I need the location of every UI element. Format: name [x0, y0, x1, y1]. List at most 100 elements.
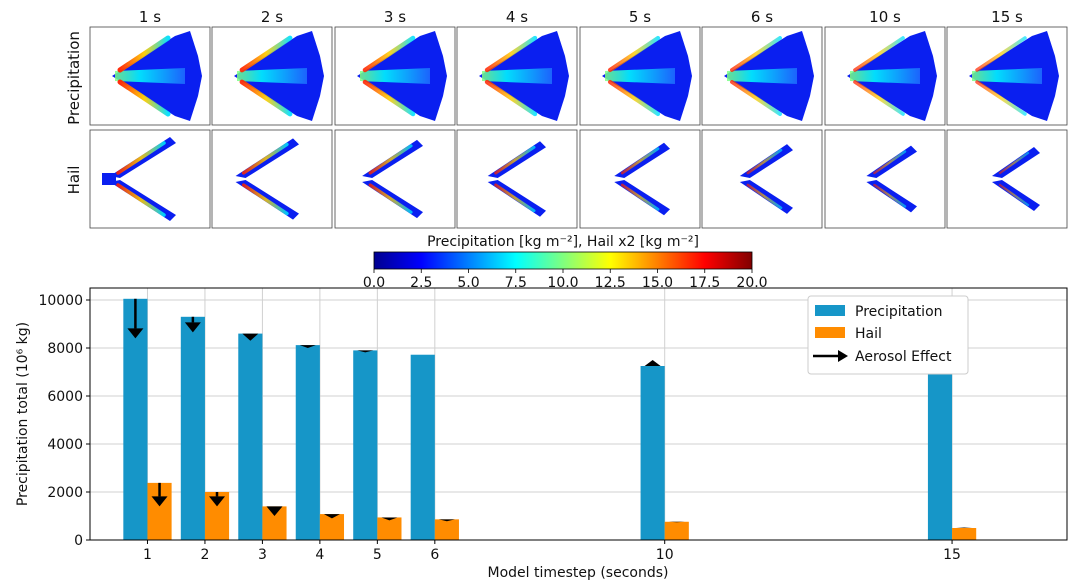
precip-band-upper [975, 36, 1027, 72]
precip-band-lower [730, 80, 782, 116]
hail-bar-5 [377, 517, 402, 540]
legend-swatch-hail [815, 327, 845, 338]
bar-chart: 0 2000 4000 6000 8000 10000 1 2 3 4 5 6 10 15 Model … [15, 287, 1068, 581]
hail-panel-2 [211, 129, 333, 229]
y-tick-label: 2000 [47, 485, 83, 501]
precip-panel-2 [211, 26, 333, 126]
arrow-head [381, 517, 398, 521]
precip-core [850, 68, 920, 84]
arrow-head [266, 506, 283, 516]
colorbar-tick-label: 2.5 [410, 275, 432, 291]
chart-bars [123, 298, 977, 540]
panel-title-3: 3 s [384, 8, 406, 26]
precip-core [482, 68, 552, 84]
hail-panel-6 [701, 129, 823, 229]
panel-frame [211, 129, 333, 229]
hail-band-upper [998, 151, 1030, 175]
precip-band-upper [117, 35, 171, 73]
precip-band-upper [239, 35, 293, 73]
panel-title-2: 2 s [261, 8, 283, 26]
precipitation-bar-5 [353, 350, 378, 540]
panel-title-4: 4 s [506, 8, 528, 26]
panel-frame [701, 129, 823, 229]
legend-box [807, 295, 969, 375]
precip-core [972, 68, 1042, 84]
snapshot-panels: 1 s 2 s 3 s 4 s 5 s 6 s 10 s 15 s [89, 8, 1068, 229]
arrow-head [209, 496, 226, 507]
hail-band-upper [116, 141, 166, 175]
arrow-head [184, 322, 201, 333]
precip-band-upper [730, 36, 782, 72]
panel-title-1: 1 s [139, 8, 161, 26]
precip-panel-3 [334, 26, 456, 126]
precip-panel-5 [579, 26, 701, 126]
precip-band-lower [975, 80, 1027, 116]
plot-frame [89, 287, 1068, 541]
hail-panel-8 [946, 129, 1068, 229]
panel-frame [579, 129, 701, 229]
hail-band-lower [620, 183, 660, 211]
arrow-head [644, 360, 661, 366]
precip-band-lower [362, 79, 416, 117]
precipitation-bar-3 [238, 333, 263, 540]
precip-core [115, 68, 185, 84]
panel-title-6: 6 s [751, 8, 773, 26]
row-label-hail: Hail [65, 166, 83, 195]
legend-arrow-head-icon [838, 350, 848, 362]
hail-bar-15 [952, 528, 977, 540]
panel-frame [456, 129, 578, 229]
precipitation-aerosol-arrow-1 [127, 298, 144, 339]
y-tick-label: 8000 [47, 341, 83, 357]
precip-band-lower [484, 79, 538, 117]
hail-band-lower [241, 183, 289, 216]
y-tick-label: 6000 [47, 389, 83, 405]
hail-aerosol-arrow-4 [323, 514, 340, 519]
colorbar-tick-label: 5.0 [457, 275, 479, 291]
hail-aerosol-arrow-1 [151, 482, 168, 507]
precip-band-lower [117, 79, 171, 117]
precip-panel-6 [701, 26, 823, 126]
precip-band-upper [607, 35, 661, 73]
colorbar: Precipitation [kg m⁻²], Hail x2 [kg m⁻²]… [363, 234, 768, 291]
colorbar-tick-label: 20.0 [736, 275, 767, 291]
precipitation-aerosol-arrow-2 [184, 316, 201, 333]
hail-band-lower [873, 183, 907, 208]
arrow-head [323, 514, 340, 519]
precip-band-lower [607, 79, 661, 117]
panel-frame [334, 129, 456, 229]
legend-label-hail: Hail [855, 326, 882, 342]
hail-bar-10 [664, 521, 689, 540]
legend-label-precipitation: Precipitation [855, 304, 943, 320]
hail-band-lower [116, 183, 166, 217]
hail-band-lower [494, 183, 536, 213]
y-axis-ticks: 0 2000 4000 6000 8000 10000 [38, 293, 90, 549]
panel-title-7: 10 s [869, 8, 901, 26]
precipitation-bar-1 [123, 298, 148, 540]
precipitation-bar-2 [180, 316, 205, 540]
hail-panel-5 [579, 129, 701, 229]
colorbar-tick-label: 15.0 [642, 275, 673, 291]
panel-frame [946, 129, 1068, 229]
hail-aerosol-arrow-6 [438, 519, 455, 522]
legend-label-aerosol-effect: Aerosol Effect [855, 349, 952, 365]
hail-panel-4 [456, 129, 578, 229]
hail-aerosol-arrow-5 [381, 517, 398, 521]
panel-title-5: 5 s [629, 8, 651, 26]
hail-band-upper [873, 150, 907, 175]
hail-bar-6 [434, 519, 459, 540]
y-tick-label: 4000 [47, 437, 83, 453]
x-tick-label: 15 [943, 547, 961, 563]
precipitation-bar-6 [410, 354, 435, 540]
hail-band-upper [241, 142, 289, 175]
x-axis-label: Model timestep (seconds) [488, 565, 669, 581]
arrow-head [127, 328, 144, 339]
arrow-head [438, 519, 455, 522]
precip-core [727, 68, 797, 84]
colorbar-tick-label: 17.5 [689, 275, 720, 291]
precip-band-lower [853, 80, 905, 116]
hail-band-lower [998, 183, 1030, 207]
hail-band-upper [368, 144, 413, 175]
x-axis-ticks: 1 2 3 4 5 6 10 15 [143, 540, 961, 563]
